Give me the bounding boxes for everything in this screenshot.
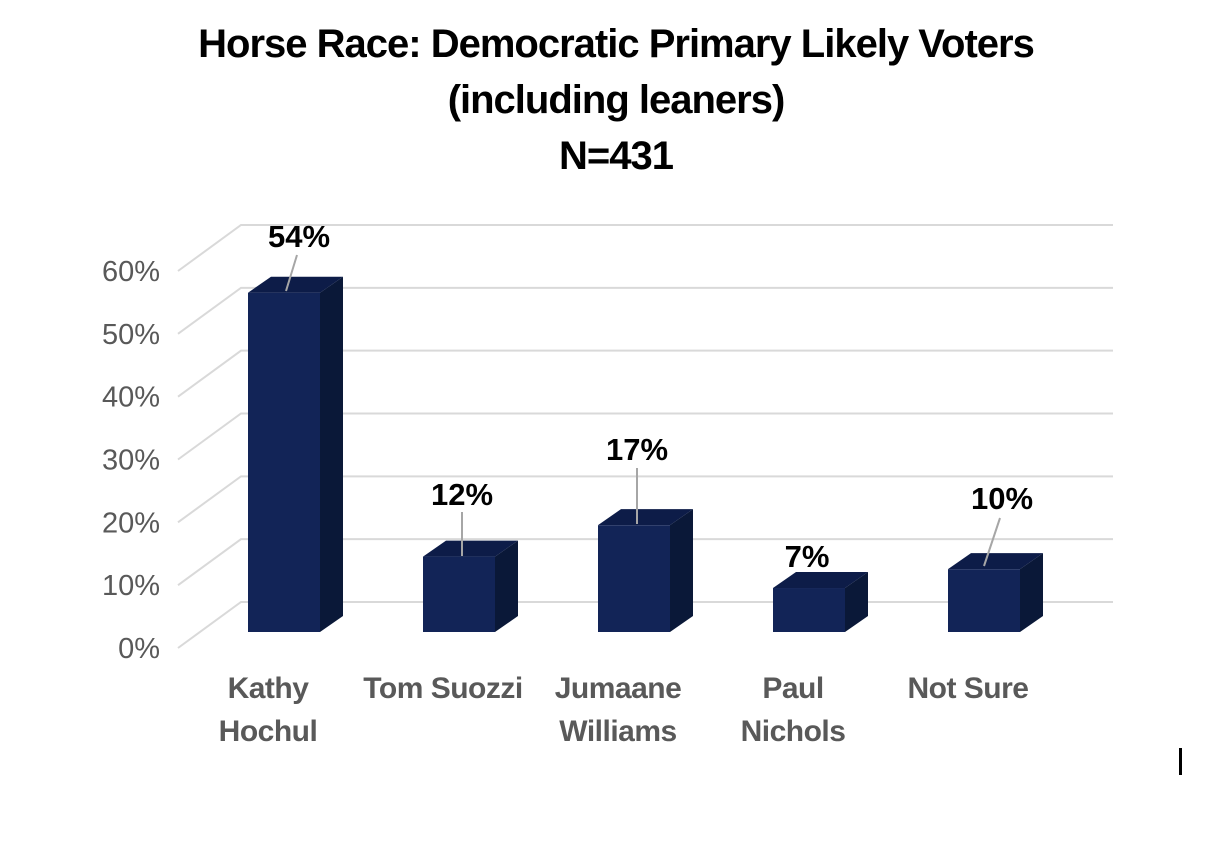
bar-side-Paul Nichols (845, 572, 868, 632)
gridline-30% (177, 412, 1113, 461)
data-label-Tom Suozzi: 12% (431, 477, 493, 512)
category-label-Jumaane Williams-line2: Williams (559, 715, 676, 748)
bar-side-Not Sure (1020, 553, 1043, 632)
category-label-Tom Suozzi-line1: Tom Suozzi (363, 672, 522, 705)
text-cursor-artifact (1179, 748, 1182, 775)
data-label-Kathy Hochul: 54% (268, 219, 330, 254)
bar-Jumaane Williams (598, 525, 670, 632)
chart-title-line-2: (including leaners) (448, 78, 785, 122)
category-label-Jumaane Williams-line1: Jumaane (555, 672, 682, 705)
data-label-Not Sure: 10% (971, 481, 1033, 516)
y-tick-label-50%: 50% (102, 319, 160, 351)
chart-title: Horse Race: Democratic Primary Likely Vo… (198, 22, 1035, 178)
bar-top-Paul Nichols (773, 572, 868, 589)
bar-side-Tom Suozzi (495, 540, 518, 632)
bar-Not Sure (948, 569, 1020, 632)
y-tick-label-20%: 20% (102, 507, 160, 539)
bar-Paul Nichols (773, 588, 845, 632)
plot-area: 0% 10% 20% 30% 40% 50% 60% 54% 12% 17% 7% 10% Kathy H… (102, 219, 1113, 748)
chart-title-line-3: N=431 (559, 134, 674, 178)
y-tick-label-40%: 40% (102, 382, 160, 414)
bar-side-Jumaane Williams (670, 509, 693, 632)
data-label-Paul Nichols: 7% (785, 539, 830, 574)
leader-line-Not Sure (983, 517, 1001, 567)
category-label-Not Sure-line1: Not Sure (907, 672, 1028, 705)
chart-title-line-1: Horse Race: Democratic Primary Likely Vo… (198, 22, 1034, 66)
gridline-60% (177, 224, 1113, 272)
category-label-Kathy Hochul-line1: Kathy (228, 672, 310, 705)
category-label-Kathy Hochul-line2: Hochul (219, 715, 318, 748)
gridline-50% (177, 286, 1113, 335)
bar-Tom Suozzi (423, 556, 495, 632)
bar-top-Tom Suozzi (423, 540, 518, 557)
gridline-20% (177, 475, 1113, 524)
data-label-Jumaane Williams: 17% (606, 432, 668, 467)
bar-top-Not Sure (948, 553, 1043, 570)
bar-top-Kathy Hochul (248, 276, 343, 293)
gridline-40% (177, 349, 1113, 398)
bar-side-Kathy Hochul (320, 276, 343, 632)
y-tick-label-0%: 0% (118, 633, 160, 665)
bar-top-Jumaane Williams (598, 509, 693, 526)
leader-line-Kathy Hochul (285, 254, 298, 292)
y-tick-label-60%: 60% (102, 256, 160, 288)
y-tick-label-10%: 10% (102, 570, 160, 602)
gridline-10% (177, 538, 1113, 586)
category-label-Paul Nichols-line2: Nichols (741, 715, 846, 748)
y-tick-label-30%: 30% (102, 445, 160, 477)
category-label-Paul Nichols-line1: Paul (762, 672, 823, 705)
bar-Kathy Hochul (248, 292, 320, 632)
